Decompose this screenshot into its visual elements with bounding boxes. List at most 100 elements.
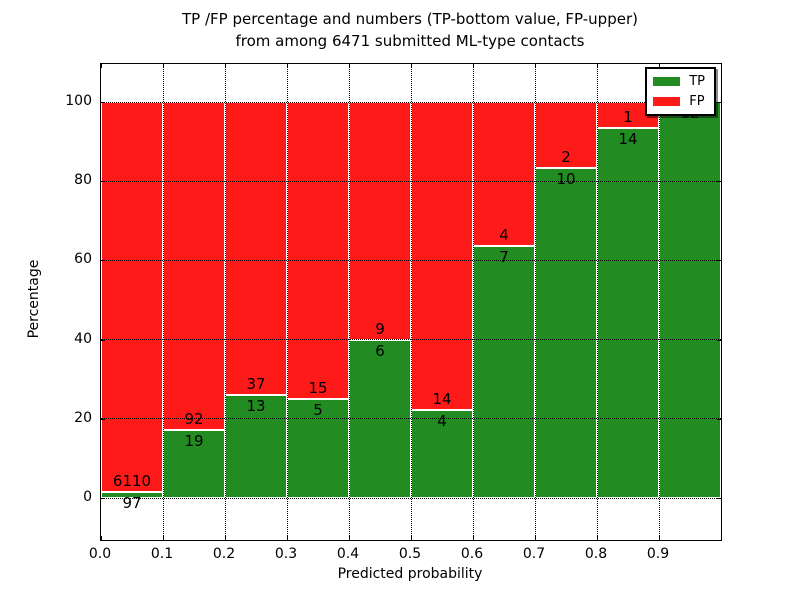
- x-tick-mark: [349, 536, 350, 540]
- ticks-layer: [101, 64, 721, 540]
- fp-count-label: 15: [308, 379, 328, 397]
- legend: TP FP: [645, 67, 716, 116]
- gridline-v: [286, 64, 288, 540]
- tp-count-label: 19: [184, 432, 204, 451]
- gridline-v: [410, 64, 412, 540]
- x-axis-title: Predicted probability: [337, 566, 483, 582]
- tp-count-label: 10: [556, 170, 576, 188]
- x-tick-mark: [101, 536, 102, 540]
- tp-count-label: 14: [618, 130, 638, 149]
- x-tick-mark: [349, 64, 350, 68]
- chart-title-line1: TP /FP percentage and numbers (TP-bottom…: [182, 10, 638, 28]
- x-tick-mark: [163, 536, 164, 540]
- tp-color-swatch-icon: [653, 77, 681, 86]
- grid-layer: [101, 64, 721, 540]
- x-tick-label: 0.4: [336, 546, 360, 562]
- tp-bar-segment: [287, 399, 349, 498]
- bar-labels-layer: 61109792193713155961444721011412: [101, 64, 721, 540]
- y-tick-mark: [717, 498, 721, 499]
- gridline-v: [534, 64, 536, 540]
- tp-count-label: 6: [375, 341, 385, 360]
- legend-entry-tp: TP: [653, 74, 705, 89]
- gridline-v: [162, 64, 164, 540]
- legend-label-tp: TP: [689, 74, 705, 89]
- y-tick-label: 80: [74, 172, 92, 189]
- x-tick-label: 0.3: [274, 546, 298, 562]
- y-tick-mark: [101, 102, 105, 103]
- fp-count-label: 6110: [112, 471, 152, 490]
- x-tick-mark: [535, 536, 536, 540]
- tp-bar-segment: [163, 430, 225, 498]
- tp-count-label: 4: [437, 412, 447, 430]
- y-tick-mark: [717, 339, 721, 341]
- fp-count-label: 14: [432, 390, 452, 408]
- x-tick-mark: [225, 536, 226, 540]
- tp-count-label: 97: [122, 493, 142, 512]
- tp-count-label: 13: [246, 397, 266, 416]
- x-tick-mark: [411, 64, 412, 68]
- x-tick-label: 0.9: [646, 546, 670, 562]
- fp-color-swatch-icon: [653, 97, 681, 106]
- y-tick-mark: [717, 181, 721, 183]
- gridline-v: [348, 64, 350, 540]
- fp-bar-segment: [287, 102, 349, 399]
- x-tick-mark: [225, 64, 226, 68]
- x-tick-mark: [411, 536, 412, 540]
- x-tick-label: 0.7: [522, 546, 546, 562]
- y-tick-label: 60: [74, 251, 92, 268]
- tp-bar-segment: [473, 246, 535, 498]
- y-tick-label: 0: [83, 489, 92, 505]
- y-tick-mark: [717, 260, 721, 262]
- y-axis-title: Percentage: [26, 259, 42, 339]
- x-tick-label: 0.2: [212, 546, 236, 562]
- tp-bar-segment: [535, 168, 597, 498]
- bars-layer: [101, 64, 721, 540]
- y-tick-mark: [717, 418, 721, 420]
- gridline-v: [472, 64, 474, 540]
- y-tick-mark: [101, 498, 105, 499]
- x-tick-mark: [597, 64, 598, 68]
- fp-bar-segment: [411, 102, 473, 410]
- legend-entry-fp: FP: [653, 94, 705, 109]
- x-tick-label: 0.1: [150, 546, 174, 562]
- fp-count-label: 92: [184, 410, 204, 429]
- y-tick-mark: [101, 260, 105, 262]
- y-tick-mark: [717, 102, 721, 103]
- x-tick-mark: [659, 64, 660, 68]
- legend-label-fp: FP: [689, 94, 705, 109]
- y-tick-label: 100: [65, 93, 92, 109]
- tp-count-label: 7: [499, 248, 509, 266]
- x-tick-label: 0.5: [398, 546, 422, 562]
- chart-title: TP /FP percentage and numbers (TP-bottom…: [100, 8, 720, 52]
- fp-count-label: 37: [246, 375, 266, 394]
- y-tick-label: 40: [74, 330, 92, 347]
- x-tick-mark: [287, 536, 288, 540]
- y-tick-label: 20: [74, 409, 92, 426]
- x-tick-label: 0.6: [460, 546, 484, 562]
- y-tick-mark: [101, 181, 105, 183]
- plot-area: 61109792193713155961444721011412 TP FP: [100, 63, 722, 541]
- chart-title-line2: from among 6471 submitted ML-type contac…: [235, 32, 585, 50]
- x-tick-mark: [535, 64, 536, 68]
- x-tick-label: 0.0: [88, 546, 112, 562]
- fp-bar-segment: [473, 102, 535, 246]
- fp-count-label: 9: [375, 319, 385, 338]
- tp-count-label: 5: [313, 401, 323, 419]
- fp-count-label: 1: [623, 108, 633, 127]
- fp-bar-segment: [349, 102, 411, 340]
- y-tick-mark: [101, 418, 105, 420]
- x-tick-mark: [287, 64, 288, 68]
- x-tick-mark: [101, 64, 102, 68]
- x-tick-mark: [473, 536, 474, 540]
- gridline-v: [224, 64, 226, 540]
- gridline-v: [596, 64, 598, 540]
- fp-count-label: 4: [499, 226, 509, 244]
- gridline-v: [658, 64, 660, 540]
- y-tick-mark: [101, 339, 105, 341]
- x-tick-mark: [163, 64, 164, 68]
- x-tick-mark: [659, 536, 660, 540]
- fp-bar-segment: [535, 102, 597, 168]
- fp-count-label: 2: [561, 148, 571, 166]
- x-tick-label: 0.8: [584, 546, 608, 562]
